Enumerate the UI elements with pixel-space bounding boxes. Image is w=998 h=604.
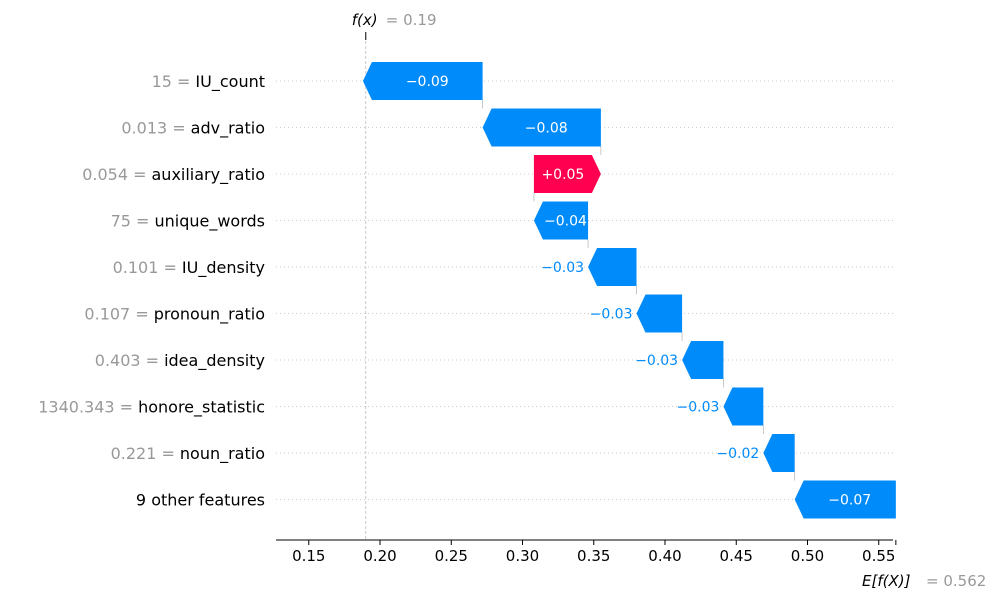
feature-value: 75 =	[111, 212, 150, 231]
contribution-label: −0.09	[406, 74, 449, 90]
feature-name: pronoun_ratio	[154, 305, 265, 325]
contribution-label: −0.03	[541, 260, 584, 276]
feature-value: 0.107 =	[84, 305, 148, 324]
negative-contribution-bar	[482, 108, 601, 147]
feature-name: IU_density	[182, 258, 265, 278]
contribution-label: −0.07	[828, 493, 871, 509]
x-tick-label: 0.55	[862, 547, 895, 565]
feature-name: auxiliary_ratio	[152, 165, 266, 185]
negative-contribution-bar	[533, 201, 589, 240]
negative-contribution-bar	[362, 62, 483, 100]
x-tick-label: 0.35	[577, 547, 610, 565]
x-tick-label: 0.20	[363, 547, 396, 565]
feature-value: 0.054 =	[82, 165, 146, 184]
x-tick-label: 0.25	[435, 547, 468, 565]
negative-contribution-bar	[763, 434, 795, 472]
contribution-label: −0.02	[716, 446, 759, 462]
feature-value: 0.403 =	[95, 351, 159, 370]
feature-name: noun_ratio	[180, 444, 265, 464]
contribution-label: −0.03	[635, 353, 678, 369]
feature-value: 0.013 =	[121, 119, 185, 138]
x-tick-label: 0.40	[648, 547, 681, 565]
contribution-label: −0.03	[590, 307, 633, 323]
x-tick-label: 0.45	[720, 547, 753, 565]
base-value-label: E[f(X)]	[862, 572, 911, 590]
fx-label: f(x)	[352, 11, 378, 29]
negative-contribution-bar	[723, 387, 764, 426]
negative-contribution-bar	[588, 248, 637, 286]
feature-value: 15 =	[152, 72, 191, 91]
feature-name: IU_count	[195, 72, 265, 92]
contribution-label: −0.03	[677, 400, 720, 416]
feature-name: adv_ratio	[191, 119, 265, 139]
x-tick-label: 0.50	[791, 547, 824, 565]
feature-value: 1340.343 =	[38, 398, 133, 417]
contribution-label: +0.05	[541, 167, 584, 183]
x-tick-label: 0.15	[292, 547, 325, 565]
feature-name: 9 other features	[136, 491, 265, 510]
negative-contribution-bar	[794, 480, 896, 519]
fx-value: = 0.19	[386, 11, 437, 29]
feature-name: honore_statistic	[138, 398, 265, 418]
contribution-label: −0.08	[525, 121, 568, 137]
feature-name: unique_words	[154, 212, 265, 232]
feature-value: 0.101 =	[113, 258, 177, 277]
x-tick-label: 0.30	[506, 547, 539, 565]
positive-contribution-bar	[533, 155, 601, 193]
feature-name: idea_density	[164, 351, 265, 371]
negative-contribution-bar	[636, 294, 683, 333]
contribution-label: −0.04	[544, 214, 587, 230]
base-value-text: = 0.562	[926, 572, 986, 590]
feature-value: 0.221 =	[111, 444, 175, 463]
negative-contribution-bar	[682, 341, 724, 379]
